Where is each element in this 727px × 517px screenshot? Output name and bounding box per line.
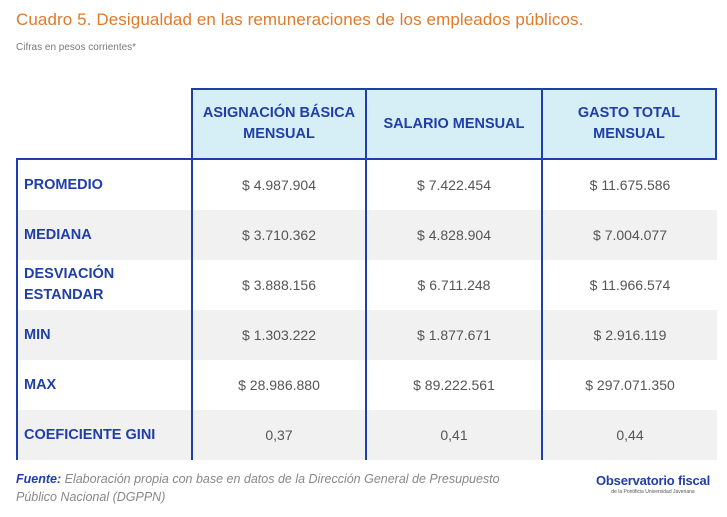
table-cell: 0,44 — [541, 410, 717, 460]
table-cell: $ 3.710.362 — [191, 210, 365, 260]
table-cell: $ 28.986.880 — [191, 360, 365, 410]
column-header-gasto: GASTO TOTAL MENSUAL — [541, 88, 717, 158]
table-body: PROMEDIO $ 4.987.904 $ 7.422.454 $ 11.67… — [16, 158, 717, 460]
row-label-max: MAX — [24, 376, 57, 393]
table-cell: $ 1.877.671 — [365, 310, 541, 360]
row-label-min: MIN — [24, 326, 51, 343]
footnote-text: Elaboración propia con base en datos de … — [16, 472, 500, 504]
table-row: DESVIACIÓN ESTANDAR $ 3.888.156 $ 6.711.… — [18, 260, 717, 310]
page-title: Cuadro 5. Desigualdad en las remuneracio… — [16, 10, 584, 29]
table-row: PROMEDIO $ 4.987.904 $ 7.422.454 $ 11.67… — [18, 160, 717, 210]
table-cell: 0,37 — [191, 410, 365, 460]
page-subtitle: Cifras en pesos corrientes* — [16, 42, 137, 53]
row-label-gini: COEFICIENTE GINI — [24, 426, 156, 443]
table-cell: $ 4.987.904 — [191, 160, 365, 210]
row-label-desviacion: DESVIACIÓN ESTANDAR — [24, 266, 115, 303]
table-row: MIN $ 1.303.222 $ 1.877.671 $ 2.916.119 — [18, 310, 717, 360]
column-header-salario: SALARIO MENSUAL — [365, 88, 541, 158]
column-header-asignacion: ASIGNACIÓN BÁSICA MENSUAL — [191, 88, 365, 158]
header-corner — [16, 88, 191, 158]
table-cell: $ 297.071.350 — [541, 360, 717, 410]
table-cell: $ 2.916.119 — [541, 310, 717, 360]
table-cell: $ 11.966.574 — [541, 260, 717, 310]
table-cell: $ 7.004.077 — [541, 210, 717, 260]
table-cell: $ 4.828.904 — [365, 210, 541, 260]
table-row: MEDIANA $ 3.710.362 $ 4.828.904 $ 7.004.… — [18, 210, 717, 260]
data-table: ASIGNACIÓN BÁSICA MENSUAL SALARIO MENSUA… — [16, 88, 717, 460]
row-label-mediana: MEDIANA — [24, 226, 92, 243]
table-cell: $ 11.675.586 — [541, 160, 717, 210]
table-row: MAX $ 28.986.880 $ 89.222.561 $ 297.071.… — [18, 360, 717, 410]
row-label-promedio: PROMEDIO — [24, 176, 103, 193]
table-header-row: ASIGNACIÓN BÁSICA MENSUAL SALARIO MENSUA… — [16, 88, 717, 158]
table-cell: $ 3.888.156 — [191, 260, 365, 310]
logo-name: Observatorio fiscal — [596, 473, 710, 488]
table-cell: 0,41 — [365, 410, 541, 460]
table-row: COEFICIENTE GINI 0,37 0,41 0,44 — [18, 410, 717, 460]
table-cell: $ 1.303.222 — [191, 310, 365, 360]
observatorio-logo: Observatorio fiscal de la Pontificia Uni… — [593, 473, 713, 495]
table-cell: $ 7.422.454 — [365, 160, 541, 210]
source-footnote: Fuente: Elaboración propia con base en d… — [16, 470, 536, 506]
logo-tagline: de la Pontificia Universidad Javeriana — [611, 489, 695, 495]
table-cell: $ 89.222.561 — [365, 360, 541, 410]
table-cell: $ 6.711.248 — [365, 260, 541, 310]
footnote-lead: Fuente: — [16, 472, 62, 486]
